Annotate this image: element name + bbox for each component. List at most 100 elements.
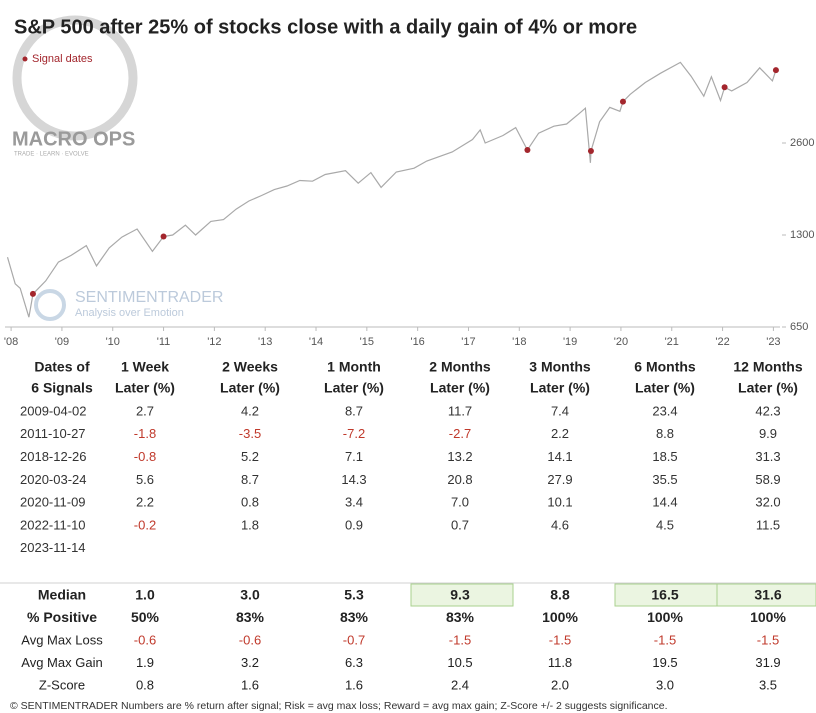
plot: 650 1300 2600 '08 '09 '10 '11 '12 '13 '14 '15 '16 '1… [4, 61, 814, 348]
column-header: 2 Months [429, 359, 491, 375]
cell: 23.4 [652, 403, 677, 418]
x-tick-label: '19 [563, 336, 577, 348]
summary-cell: 83% [236, 609, 265, 625]
summary-cell: 1.0 [135, 587, 155, 603]
row-date: 2023-11-14 [20, 540, 86, 555]
cell: 2.7 [136, 403, 154, 418]
summary-cell: 0.8 [136, 677, 154, 692]
summary-cell: 3.0 [240, 587, 260, 603]
cell: 4.6 [551, 517, 569, 532]
summary-cell: 11.8 [548, 655, 572, 670]
signal-marker [619, 98, 626, 105]
summary-cell: 5.3 [344, 587, 364, 603]
column-header: Later (%) [738, 380, 798, 396]
summary-cell: 2.4 [451, 677, 469, 692]
x-tick-label: '17 [461, 336, 475, 348]
cell: 0.9 [345, 517, 363, 532]
cell: 4.2 [241, 403, 259, 418]
column-header: 6 Signals [31, 380, 93, 396]
column-header: Dates of [34, 359, 90, 375]
watermark: TRADE · LEARN · EVOLVE [14, 152, 89, 158]
cell: 7.1 [345, 449, 363, 464]
summary-cell: 31.9 [755, 655, 780, 670]
column-header: 3 Months [529, 359, 591, 375]
cell: 58.9 [755, 472, 780, 487]
cell: 8.7 [345, 403, 363, 418]
x-tick-label: '20 [614, 336, 628, 348]
cell: -0.8 [134, 449, 156, 464]
row-date: 2009-04-02 [20, 403, 87, 418]
signal-marker [772, 67, 779, 74]
summary-cell: 1.9 [136, 655, 154, 670]
x-tick-label: '21 [665, 336, 679, 348]
cell: 42.3 [755, 403, 780, 418]
cell: 4.5 [656, 517, 674, 532]
signal-marker [721, 84, 728, 91]
summary-cell: -1.5 [449, 632, 471, 647]
cell: 32.0 [755, 495, 780, 510]
summary-cell: 1.6 [345, 677, 363, 692]
summary-cell: 83% [340, 609, 369, 625]
summary-cell: -0.6 [134, 632, 156, 647]
summary-cell: 10.5 [447, 655, 472, 670]
summary-cell: 100% [750, 609, 786, 625]
column-header: Later (%) [635, 380, 695, 396]
cell: -7.2 [343, 426, 365, 441]
cell: 0.8 [241, 495, 259, 510]
summary-cell: 3.2 [241, 655, 259, 670]
summary-cell: 9.3 [450, 587, 470, 603]
summary-label: Avg Max Loss [21, 632, 103, 647]
x-tick-label: '08 [4, 336, 18, 348]
cell: 20.8 [447, 472, 472, 487]
table: Dates of 6 Signals 1 Week Later (%) 2 Weeks L… [0, 359, 816, 692]
summary-cell: 100% [647, 609, 683, 625]
cell: 11.7 [448, 403, 472, 418]
summary-cell: 3.5 [759, 677, 777, 692]
logo-ring [12, 15, 138, 141]
cell: 18.5 [652, 449, 677, 464]
x-tick-label: '16 [410, 336, 424, 348]
summary-cell: -0.7 [343, 632, 365, 647]
cell: 2.2 [136, 495, 154, 510]
x-tick-label: '13 [258, 336, 272, 348]
signal-marker [524, 146, 531, 153]
summary-cell: -0.6 [239, 632, 261, 647]
logo-ring [34, 289, 66, 321]
cell: 14.1 [547, 449, 572, 464]
summary-label: Z-Score [39, 677, 85, 692]
cell: 31.3 [755, 449, 780, 464]
row-date: 2022-11-10 [20, 517, 86, 532]
signal-marker [160, 233, 167, 240]
highlight [410, 583, 514, 607]
column-header: Later (%) [220, 380, 280, 396]
row-date: 2020-03-24 [20, 472, 87, 487]
summary-cell: -1.5 [757, 632, 779, 647]
chart-title: S&P 500 after 25% of stocks close with a… [14, 16, 637, 38]
cell: 35.5 [652, 472, 677, 487]
summary-label: Avg Max Gain [21, 655, 102, 670]
column-header: 6 Months [634, 359, 696, 375]
column-header: Later (%) [115, 380, 175, 396]
summary-cell: 8.8 [550, 587, 570, 603]
cell: 5.6 [136, 472, 154, 487]
cell: 8.8 [656, 426, 674, 441]
signal-marker [29, 290, 36, 297]
cell: 3.4 [345, 495, 363, 510]
watermark: MACRO OPS [12, 128, 135, 150]
summary-cell: 83% [446, 609, 475, 625]
x-tick-label: '22 [715, 336, 729, 348]
cell: -1.8 [134, 426, 156, 441]
y-tick-label: 650 [790, 321, 808, 333]
cell: 9.9 [759, 426, 777, 441]
x-tick-label: '12 [207, 336, 221, 348]
cell: 1.8 [241, 517, 259, 532]
summary-cell: 1.6 [241, 677, 259, 692]
cell: 2.2 [551, 426, 569, 441]
column-header: 1 Month [327, 359, 381, 375]
watermark: Analysis over Emotion [75, 307, 184, 319]
x-tick-label: '10 [106, 336, 120, 348]
cell: -3.5 [239, 426, 261, 441]
column-header: 1 Week [121, 359, 169, 375]
legend-marker [22, 56, 28, 62]
